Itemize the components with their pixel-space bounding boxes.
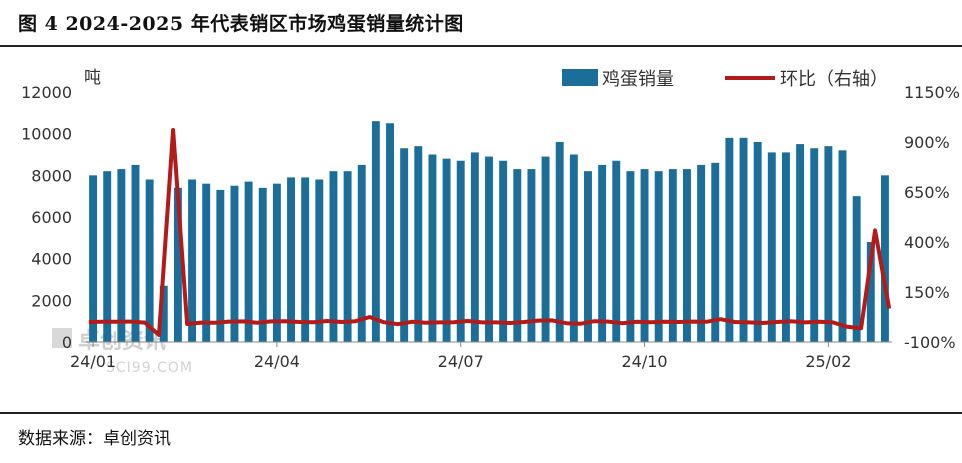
y2-tick-label: 400% — [904, 233, 950, 252]
bar — [456, 160, 465, 342]
sales-chart: 卓创资讯 SCI99.COM 0200040006000800010000120… — [21, 68, 960, 376]
bar — [838, 150, 847, 342]
bar — [159, 285, 168, 342]
bar-series — [89, 121, 889, 343]
bar — [584, 171, 592, 342]
left-axis: 0 2000 4000 6000 8000 10000 12000 — [21, 83, 72, 352]
x-tick-label: 25/02 — [805, 352, 851, 371]
bar — [866, 242, 875, 342]
bar — [499, 160, 508, 342]
bar — [188, 179, 197, 342]
bar — [852, 196, 861, 342]
legend: 鸡蛋销量 环比（右轴） — [562, 69, 888, 90]
bar — [131, 164, 140, 342]
bar — [626, 171, 635, 342]
bar — [414, 146, 423, 342]
y2-tick-label: 150% — [904, 283, 950, 302]
y2-tick-label: 1150% — [904, 83, 960, 102]
bar — [668, 169, 677, 342]
bar — [258, 187, 267, 342]
bar — [640, 169, 649, 342]
x-axis: 24/01 24/04 24/07 24/10 25/02 — [70, 342, 851, 371]
left-axis-unit: 吨 — [84, 68, 101, 88]
bar — [386, 123, 394, 342]
bar — [315, 179, 324, 342]
bar — [329, 171, 338, 342]
bar — [697, 164, 706, 342]
bar — [371, 121, 380, 343]
bar — [301, 177, 310, 342]
bar — [470, 152, 479, 342]
x-tick-label: 24/07 — [438, 352, 484, 371]
bar — [103, 171, 112, 342]
bar — [683, 169, 691, 342]
legend-line-label: 环比（右轴） — [780, 69, 888, 90]
y-tick-label: 12000 — [21, 83, 72, 102]
bar — [598, 164, 607, 342]
bar — [343, 171, 352, 342]
bar — [824, 146, 833, 342]
bar — [654, 171, 663, 342]
y2-tick-label: 650% — [904, 183, 950, 202]
bar — [117, 169, 126, 342]
y2-tick-label: 900% — [904, 133, 950, 152]
y-tick-label: 10000 — [21, 125, 72, 144]
x-tick-label: 24/01 — [70, 352, 116, 371]
ratio-line — [88, 128, 892, 337]
legend-bar-swatch — [562, 69, 598, 86]
bar — [753, 142, 762, 342]
bar — [880, 175, 889, 342]
figure-title: 图 4 2024-2025 年代表销区市场鸡蛋销量统计图 — [18, 13, 464, 35]
bar — [202, 183, 211, 342]
y-tick-label: 2000 — [31, 291, 72, 310]
legend-bar-label: 鸡蛋销量 — [602, 69, 674, 90]
y-tick-label: 6000 — [31, 208, 72, 227]
source-rule — [0, 412, 962, 414]
bar — [739, 137, 748, 342]
y-tick-label: 0 — [62, 333, 72, 352]
y2-tick-label: -100% — [904, 333, 956, 352]
source-note: 数据来源：卓创资讯 — [18, 429, 171, 449]
watermark-logo — [52, 328, 72, 348]
bar — [216, 189, 225, 342]
x-tick-label: 24/04 — [254, 352, 300, 371]
watermark-subtext: SCI99.COM — [106, 360, 193, 376]
bar — [711, 162, 720, 342]
bar — [287, 177, 295, 342]
bar — [541, 156, 550, 342]
bar — [796, 144, 805, 342]
bar — [569, 154, 578, 342]
bar — [485, 156, 493, 342]
y-tick-label: 4000 — [31, 250, 72, 269]
y-tick-label: 8000 — [31, 166, 72, 185]
bar — [400, 148, 409, 342]
x-tick-label: 24/10 — [621, 352, 667, 371]
bar — [145, 179, 154, 342]
bar — [89, 175, 98, 342]
right-axis: -100% 150% 400% 650% 900% 1150% — [904, 83, 960, 352]
bar — [555, 142, 564, 342]
bar — [810, 148, 819, 342]
bar — [527, 169, 536, 342]
bar — [725, 137, 734, 342]
bar — [173, 187, 182, 342]
bar — [428, 154, 437, 342]
bar — [244, 181, 253, 342]
bar — [272, 183, 281, 342]
bar — [513, 169, 522, 342]
bar — [357, 164, 366, 342]
bar — [612, 160, 621, 342]
bar — [767, 152, 776, 342]
bar — [230, 185, 239, 342]
title-rule — [0, 45, 962, 47]
bar — [442, 158, 451, 342]
bar — [781, 152, 790, 342]
